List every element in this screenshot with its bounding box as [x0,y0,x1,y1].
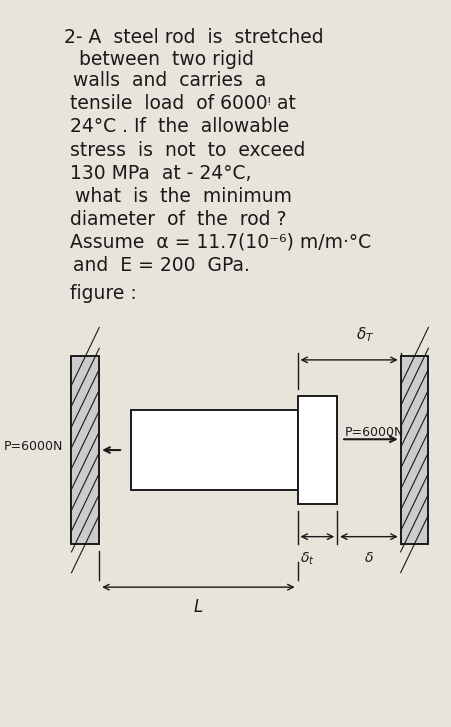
Text: and  E = 200  GPa.: and E = 200 GPa. [74,256,250,275]
Text: diameter  of  the  rod ?: diameter of the rod ? [69,210,286,229]
Text: $\delta_T$: $\delta_T$ [356,325,374,344]
Text: $\delta_t$: $\delta_t$ [299,551,314,568]
Text: what  is  the  minimum: what is the minimum [75,187,292,206]
Polygon shape [72,356,99,544]
Text: figure :: figure : [69,284,136,303]
Text: stress  is  not  to  exceed: stress is not to exceed [69,140,305,159]
Text: Assume  α = 11.7(10⁻⁶) m/m·°C: Assume α = 11.7(10⁻⁶) m/m·°C [69,233,371,252]
Text: 130 MPa  at - 24°C,: 130 MPa at - 24°C, [69,164,251,182]
Text: 24°C . If  the  allowable: 24°C . If the allowable [69,118,289,137]
Text: $\delta$: $\delta$ [364,551,374,565]
Text: 2- A  steel rod  is  stretched: 2- A steel rod is stretched [64,28,323,47]
Text: L: L [194,598,203,616]
Text: between  two rigid: between two rigid [79,49,254,68]
Text: walls  and  carries  a: walls and carries a [74,71,267,90]
Polygon shape [131,411,298,490]
Polygon shape [400,356,428,544]
Polygon shape [298,396,337,505]
Text: tensile  load  of 6000ᵎ at: tensile load of 6000ᵎ at [69,95,295,113]
Text: P=6000N: P=6000N [4,440,64,453]
Text: P=6000N: P=6000N [345,425,405,438]
